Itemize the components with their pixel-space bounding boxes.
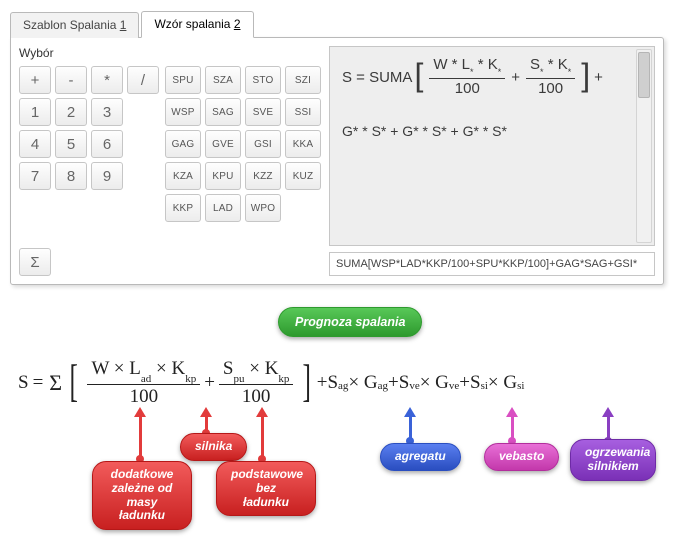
tab-wzor[interactable]: Wzór spalania 2 xyxy=(141,11,253,38)
pill-podstawowe: podstawowe bez ładunku xyxy=(216,461,316,516)
arrow-agregatu-icon xyxy=(404,407,416,417)
wybor-label: Wybór xyxy=(19,46,321,60)
digit-4-button[interactable]: 4 xyxy=(19,130,51,158)
arrow-vebasto-icon xyxy=(506,407,518,417)
pill-ogrzewania: ogrzewania silnikiem xyxy=(570,439,656,481)
fraction-2: S* * K* 100 xyxy=(526,57,575,97)
var-kka-button[interactable]: KKA xyxy=(285,130,321,158)
editor-panel: Wybór + - * / 1 2 3 4 5 6 7 8 9 xyxy=(10,37,664,285)
op-div-button[interactable]: / xyxy=(127,66,159,94)
formula-infographic: Prognoza spalania S = Σ [ W × Lad × Kkp … xyxy=(10,307,664,527)
var-kpu-button[interactable]: KPU xyxy=(205,162,241,190)
pill-silnika: silnika xyxy=(180,433,247,461)
var-lad-button[interactable]: LAD xyxy=(205,194,241,222)
formula-prefix: S = SUMA xyxy=(342,69,412,86)
eq-fraction-1: W × Lad × Kkp 100 xyxy=(87,359,200,408)
bracket-open-icon: [ xyxy=(414,59,423,91)
digit-9-button[interactable]: 9 xyxy=(91,162,123,190)
op-mul-button[interactable]: * xyxy=(91,66,123,94)
digit-3-button[interactable]: 3 xyxy=(91,98,123,126)
tab-label: Szablon Spalania xyxy=(23,18,116,32)
numeric-keypad: + - * / 1 2 3 4 5 6 7 8 9 xyxy=(19,66,159,222)
digit-7-button[interactable]: 7 xyxy=(19,162,51,190)
sigma-button[interactable]: Σ xyxy=(19,248,51,276)
arrow-stem xyxy=(261,417,264,457)
var-sag-button[interactable]: SAG xyxy=(205,98,241,126)
var-kuz-button[interactable]: KUZ xyxy=(285,162,321,190)
scrollbar-thumb[interactable] xyxy=(638,52,650,98)
bracket-open-icon: [ xyxy=(70,361,78,401)
arrow-dodatkowe-icon xyxy=(134,407,146,417)
digit-8-button[interactable]: 8 xyxy=(55,162,87,190)
digit-6-button[interactable]: 6 xyxy=(91,130,123,158)
arrow-stem xyxy=(409,417,412,439)
var-wsp-button[interactable]: WSP xyxy=(165,98,201,126)
arrow-podstawowe-icon xyxy=(256,407,268,417)
pill-dodatkowe: dodatkowe zależne od masy ładunku xyxy=(92,461,192,530)
formula-preview: S = SUMA [ W * L* * K* 100 + S* * K* xyxy=(329,46,655,246)
keypad-area: Wybór + - * / 1 2 3 4 5 6 7 8 9 xyxy=(19,46,321,276)
equation: S = Σ [ W × Lad × Kkp 100 + Spu × Kkp 10… xyxy=(18,359,664,408)
bracket-close-icon: ] xyxy=(581,59,590,91)
eq-fraction-2: Spu × Kkp 100 xyxy=(219,359,294,408)
var-sto-button[interactable]: STO xyxy=(245,66,281,94)
arrow-ogrzewania-icon xyxy=(602,407,614,417)
variable-keypad: SPU SZA STO SZI WSP SAG SVE SSI GAG GVE … xyxy=(165,66,321,222)
formula-line2: G* * S* + G* * S* + G* * S* xyxy=(342,123,603,139)
var-gag-button[interactable]: GAG xyxy=(165,130,201,158)
var-gsi-button[interactable]: GSI xyxy=(245,130,281,158)
tab-szablon[interactable]: Szablon Spalania 1 xyxy=(10,12,139,38)
var-kzz-button[interactable]: KZZ xyxy=(245,162,281,190)
pill-vebasto: vebasto xyxy=(484,443,559,471)
arrow-stem xyxy=(511,417,514,439)
tab-label: Wzór spalania xyxy=(154,17,230,31)
digit-5-button[interactable]: 5 xyxy=(55,130,87,158)
var-spu-button[interactable]: SPU xyxy=(165,66,201,94)
var-szi-button[interactable]: SZI xyxy=(285,66,321,94)
var-gve-button[interactable]: GVE xyxy=(205,130,241,158)
var-kkp-button[interactable]: KKP xyxy=(165,194,201,222)
var-sve-button[interactable]: SVE xyxy=(245,98,281,126)
op-plus-button[interactable]: + xyxy=(19,66,51,94)
preview-scrollbar[interactable] xyxy=(636,49,652,243)
fraction-1: W * L* * K* 100 xyxy=(429,57,505,97)
title-pill: Prognoza spalania xyxy=(278,307,422,337)
tab-accel: 1 xyxy=(120,18,127,32)
arrow-stem xyxy=(607,417,610,439)
tab-accel: 2 xyxy=(234,17,241,31)
arrow-silnika-icon xyxy=(200,407,212,417)
var-kza-button[interactable]: KZA xyxy=(165,162,201,190)
var-wpo-button[interactable]: WPO xyxy=(245,194,281,222)
arrow-stem xyxy=(139,417,142,457)
sigma-icon: Σ xyxy=(49,370,62,396)
bracket-close-icon: ] xyxy=(303,361,311,401)
op-minus-button[interactable]: - xyxy=(55,66,87,94)
var-sza-button[interactable]: SZA xyxy=(205,66,241,94)
digit-2-button[interactable]: 2 xyxy=(55,98,87,126)
pill-agregatu: agregatu xyxy=(380,443,461,471)
var-ssi-button[interactable]: SSI xyxy=(285,98,321,126)
formula-text-input[interactable] xyxy=(329,252,655,276)
digit-1-button[interactable]: 1 xyxy=(19,98,51,126)
